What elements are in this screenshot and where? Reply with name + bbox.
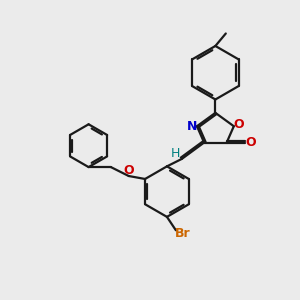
- Text: O: O: [234, 118, 244, 131]
- Text: O: O: [245, 136, 256, 149]
- Text: Br: Br: [175, 227, 190, 240]
- Text: H: H: [171, 147, 180, 160]
- Text: O: O: [123, 164, 134, 177]
- Text: N: N: [187, 120, 197, 133]
